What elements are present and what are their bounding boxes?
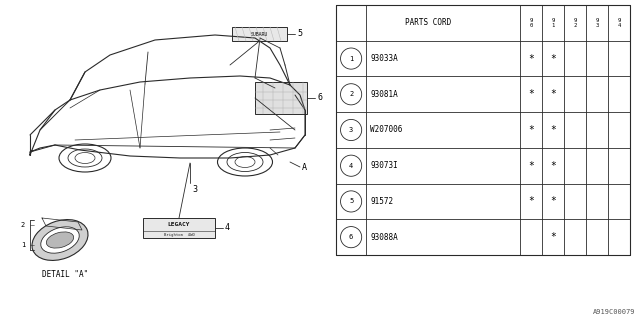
- Text: A919C00079: A919C00079: [593, 309, 635, 315]
- Bar: [143, 218, 215, 238]
- Ellipse shape: [32, 220, 88, 260]
- Text: *: *: [528, 89, 534, 99]
- Text: Brighton  4WD: Brighton 4WD: [164, 233, 195, 237]
- Ellipse shape: [235, 156, 255, 167]
- Text: 2: 2: [20, 222, 25, 228]
- Bar: [255, 82, 307, 114]
- Ellipse shape: [46, 232, 74, 248]
- Text: 2: 2: [349, 91, 353, 97]
- Ellipse shape: [218, 148, 273, 176]
- Text: 4: 4: [225, 223, 230, 233]
- Text: *: *: [550, 196, 556, 206]
- Text: *: *: [550, 232, 556, 242]
- Ellipse shape: [59, 144, 111, 172]
- Text: 93033A: 93033A: [370, 54, 398, 63]
- Text: *: *: [550, 161, 556, 171]
- Text: 9
1: 9 1: [552, 18, 555, 28]
- Text: 6: 6: [317, 93, 322, 102]
- Text: 1: 1: [20, 242, 25, 248]
- Text: *: *: [550, 89, 556, 99]
- Ellipse shape: [227, 153, 263, 172]
- Ellipse shape: [68, 149, 102, 167]
- Bar: [336, 5, 630, 255]
- Text: 4: 4: [349, 163, 353, 169]
- Text: DETAIL "A": DETAIL "A": [42, 270, 88, 279]
- Text: 93081A: 93081A: [370, 90, 398, 99]
- Text: 9
0: 9 0: [529, 18, 532, 28]
- Ellipse shape: [41, 227, 79, 253]
- Text: PARTS CORD: PARTS CORD: [405, 18, 451, 27]
- Text: 93073I: 93073I: [370, 161, 398, 170]
- Text: *: *: [528, 53, 534, 64]
- Text: 1: 1: [349, 56, 353, 61]
- Text: 5: 5: [297, 29, 302, 38]
- Text: 3: 3: [193, 185, 198, 194]
- Text: SUBARU: SUBARU: [251, 31, 268, 36]
- Text: 9
2: 9 2: [573, 18, 577, 28]
- Text: 9
3: 9 3: [595, 18, 598, 28]
- Text: 3: 3: [349, 127, 353, 133]
- Text: 93088A: 93088A: [370, 233, 398, 242]
- Text: 9
4: 9 4: [618, 18, 621, 28]
- Text: A: A: [302, 164, 307, 172]
- Text: 5: 5: [349, 198, 353, 204]
- Text: LEGACY: LEGACY: [168, 222, 190, 228]
- Text: *: *: [528, 161, 534, 171]
- Text: *: *: [528, 196, 534, 206]
- Text: W207006: W207006: [370, 125, 403, 134]
- Bar: [232, 27, 287, 41]
- Text: 6: 6: [349, 234, 353, 240]
- Text: 91572: 91572: [370, 197, 394, 206]
- Text: *: *: [550, 125, 556, 135]
- Text: *: *: [528, 125, 534, 135]
- Ellipse shape: [75, 153, 95, 164]
- Text: *: *: [550, 53, 556, 64]
